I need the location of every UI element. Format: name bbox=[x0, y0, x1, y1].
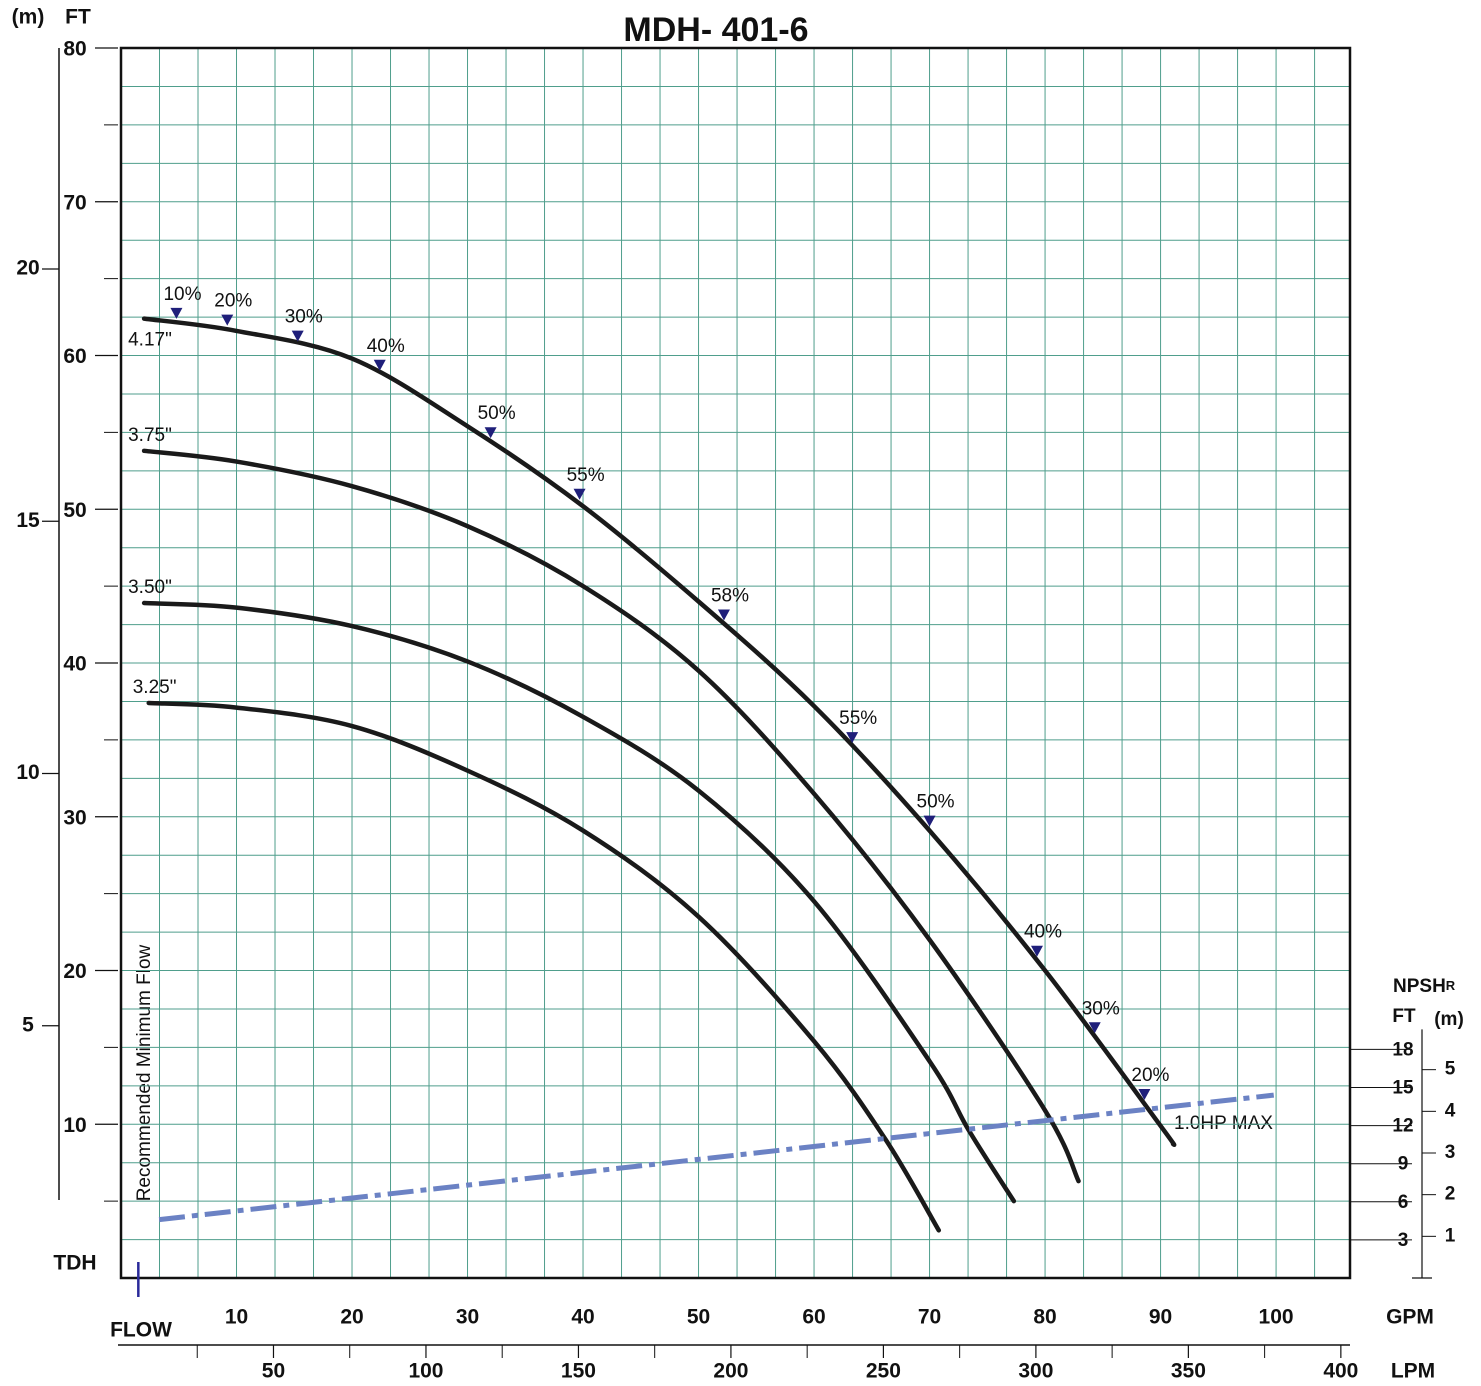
y-tick-label: 30 bbox=[63, 806, 86, 829]
x-tick-label: 60 bbox=[802, 1306, 825, 1329]
efficiency-marker bbox=[291, 330, 304, 342]
x-tick-label: 90 bbox=[1149, 1306, 1172, 1329]
y2-m-tick-label: 1 bbox=[1445, 1225, 1456, 1246]
y2-m-label: (m) bbox=[1434, 1009, 1464, 1030]
y2-m-tick-label: 5 bbox=[1445, 1059, 1456, 1080]
x2-tick-label: 200 bbox=[713, 1360, 748, 1383]
y-tick-label: 60 bbox=[63, 345, 86, 368]
efficiency-label: 40% bbox=[367, 336, 405, 357]
chart-title: MDH- 401-6 bbox=[623, 11, 808, 49]
curve-label: 3.25" bbox=[133, 677, 177, 698]
head-curve bbox=[146, 700, 942, 1233]
efficiency-label: 58% bbox=[711, 586, 749, 607]
x-tick-label: 40 bbox=[571, 1306, 594, 1329]
y2-m-tick-label: 2 bbox=[1445, 1184, 1456, 1205]
x2-tick-label: 250 bbox=[866, 1360, 901, 1383]
tdh-label: TDH bbox=[53, 1252, 96, 1275]
efficiency-label: 55% bbox=[567, 465, 605, 486]
curve-label: 3.50" bbox=[128, 577, 172, 598]
efficiency-label: 10% bbox=[163, 284, 201, 305]
x-label: GPM bbox=[1386, 1306, 1434, 1329]
y2-tick-label: 3 bbox=[1398, 1230, 1409, 1251]
y2-tick-label: 12 bbox=[1392, 1116, 1413, 1137]
x2-tick-label: 350 bbox=[1171, 1360, 1206, 1383]
y-tick-label: 50 bbox=[63, 499, 86, 522]
x2-tick-label: 300 bbox=[1018, 1360, 1053, 1383]
y-tick-label: 40 bbox=[63, 653, 86, 676]
x-tick-label: 80 bbox=[1033, 1306, 1056, 1329]
efficiency-marker bbox=[923, 815, 936, 827]
x-tick-label: 30 bbox=[456, 1306, 479, 1329]
y-tick-label: 70 bbox=[63, 191, 86, 214]
y2-m-tick-label: 4 bbox=[1445, 1100, 1456, 1121]
npsh-title-text: NPSH bbox=[1393, 976, 1446, 997]
x2-tick-label: 50 bbox=[262, 1360, 285, 1383]
efficiency-marker bbox=[1088, 1022, 1101, 1034]
efficiency-label: 55% bbox=[839, 708, 877, 729]
efficiency-label: 40% bbox=[1024, 922, 1062, 943]
efficiency-label: 50% bbox=[917, 792, 955, 813]
efficiency-label: 20% bbox=[1131, 1065, 1169, 1086]
npsh-line bbox=[158, 1092, 1275, 1223]
efficiency-marker bbox=[1138, 1089, 1151, 1101]
y2-label: FT bbox=[1392, 1006, 1416, 1027]
y2-m-tick-label: 3 bbox=[1445, 1142, 1456, 1163]
x-tick-label: 20 bbox=[340, 1306, 363, 1329]
efficiency-marker bbox=[846, 732, 859, 744]
x-tick-label: 10 bbox=[225, 1306, 248, 1329]
hp-label: 1.0HP MAX bbox=[1174, 1113, 1273, 1134]
efficiency-marker bbox=[484, 427, 497, 439]
head-curve bbox=[141, 600, 1017, 1204]
efficiency-label: 30% bbox=[285, 307, 323, 328]
y-tick-label: 80 bbox=[63, 38, 86, 61]
y2-tick-label: 15 bbox=[1392, 1078, 1414, 1099]
y-tick-label: 10 bbox=[63, 1114, 86, 1137]
y-label: FT bbox=[65, 6, 91, 29]
y2-tick-label: 18 bbox=[1392, 1039, 1413, 1060]
x2-label: LPM bbox=[1391, 1360, 1435, 1383]
curve-label: 3.75" bbox=[128, 425, 172, 446]
head-curve bbox=[141, 316, 1177, 1147]
curve-label: 4.17" bbox=[128, 330, 172, 351]
flow-label: FLOW bbox=[110, 1319, 172, 1342]
efficiency-label: 50% bbox=[478, 403, 516, 424]
x-tick-label: 50 bbox=[687, 1306, 710, 1329]
y-m-tick-label: 15 bbox=[16, 509, 40, 532]
efficiency-marker bbox=[1030, 945, 1043, 957]
npsh-subscript: R bbox=[1446, 978, 1456, 993]
x-tick-label: 70 bbox=[918, 1306, 941, 1329]
head-curve bbox=[141, 448, 1081, 1184]
npsh-title: NPSHR bbox=[1393, 976, 1456, 997]
efficiency-label: 30% bbox=[1082, 998, 1120, 1019]
x2-tick-label: 150 bbox=[561, 1360, 596, 1383]
efficiency-label: 20% bbox=[214, 291, 252, 312]
plot-frame bbox=[119, 46, 1352, 1280]
y-m-tick-label: 5 bbox=[22, 1013, 34, 1036]
y2-tick-label: 9 bbox=[1398, 1154, 1409, 1175]
efficiency-marker bbox=[170, 307, 183, 319]
x2-tick-label: 100 bbox=[408, 1360, 443, 1383]
efficiency-marker bbox=[221, 314, 234, 326]
y-tick-label: 20 bbox=[63, 960, 86, 983]
efficiency-marker bbox=[573, 488, 586, 500]
x-tick-label: 100 bbox=[1259, 1306, 1294, 1329]
efficiency-marker bbox=[373, 359, 386, 371]
efficiency-marker bbox=[717, 609, 730, 621]
y-m-label: (m) bbox=[12, 6, 45, 29]
y-m-tick-label: 10 bbox=[16, 761, 39, 784]
y2-tick-label: 6 bbox=[1398, 1192, 1409, 1213]
y-m-tick-label: 20 bbox=[16, 257, 39, 280]
x2-tick-label: 400 bbox=[1323, 1360, 1358, 1383]
